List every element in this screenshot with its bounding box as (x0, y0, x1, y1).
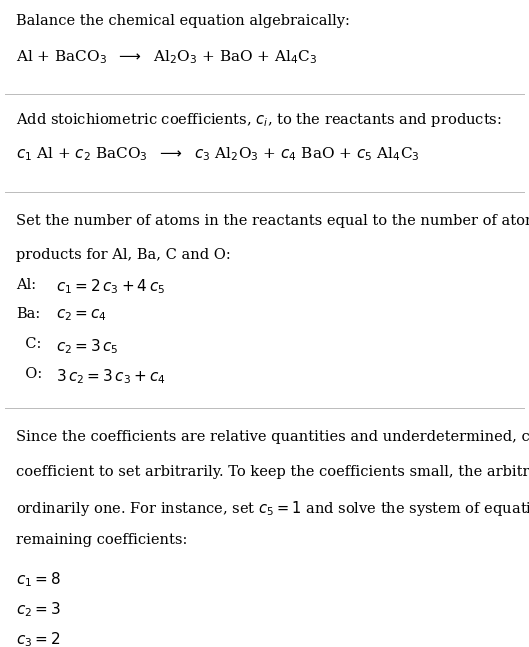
Text: C:: C: (16, 337, 41, 351)
Text: $c_2 = 3$: $c_2 = 3$ (16, 600, 61, 619)
Text: $c_3 = 2$: $c_3 = 2$ (16, 630, 60, 647)
Text: $c_2 = 3\,c_5$: $c_2 = 3\,c_5$ (56, 337, 118, 356)
Text: products for Al, Ba, C and O:: products for Al, Ba, C and O: (16, 248, 231, 262)
Text: Balance the chemical equation algebraically:: Balance the chemical equation algebraica… (16, 14, 350, 28)
Text: Al:: Al: (16, 278, 36, 292)
Text: $c_1 = 8$: $c_1 = 8$ (16, 571, 61, 589)
Text: coefficient to set arbitrarily. To keep the coefficients small, the arbitrary va: coefficient to set arbitrarily. To keep … (16, 465, 529, 479)
Text: Ba:: Ba: (16, 307, 40, 322)
Text: $c_1$ Al + $c_2$ BaCO$_3$  $\longrightarrow$  $c_3$ Al$_2$O$_3$ + $c_4$ BaO + $c: $c_1$ Al + $c_2$ BaCO$_3$ $\longrightarr… (16, 146, 419, 163)
Text: Add stoichiometric coefficients, $c_i$, to the reactants and products:: Add stoichiometric coefficients, $c_i$, … (16, 111, 501, 129)
Text: $c_1 = 2\,c_3 + 4\,c_5$: $c_1 = 2\,c_3 + 4\,c_5$ (56, 278, 165, 296)
Text: Set the number of atoms in the reactants equal to the number of atoms in the: Set the number of atoms in the reactants… (16, 214, 529, 228)
Text: Since the coefficients are relative quantities and underdetermined, choose a: Since the coefficients are relative quan… (16, 430, 529, 444)
Text: $c_2 = c_4$: $c_2 = c_4$ (56, 307, 106, 323)
Text: ordinarily one. For instance, set $c_5 = 1$ and solve the system of equations fo: ordinarily one. For instance, set $c_5 =… (16, 499, 529, 518)
Text: Al + BaCO$_3$  $\longrightarrow$  Al$_2$O$_3$ + BaO + Al$_4$C$_3$: Al + BaCO$_3$ $\longrightarrow$ Al$_2$O$… (16, 49, 317, 66)
Text: remaining coefficients:: remaining coefficients: (16, 533, 187, 547)
Text: $3\,c_2 = 3\,c_3 + c_4$: $3\,c_2 = 3\,c_3 + c_4$ (56, 367, 165, 386)
Text: O:: O: (16, 367, 42, 381)
